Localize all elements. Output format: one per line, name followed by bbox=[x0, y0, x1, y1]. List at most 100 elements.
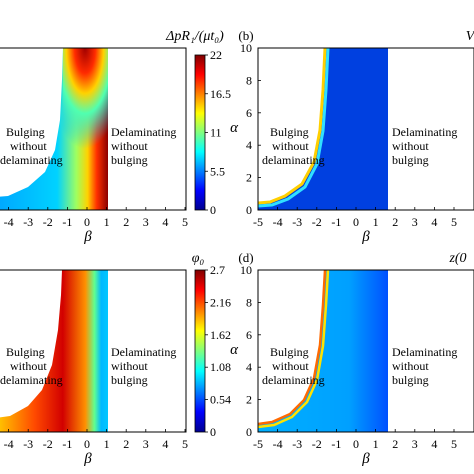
x-tick-label: 0 bbox=[353, 437, 359, 451]
panel-b-label: (b) bbox=[238, 28, 253, 43]
panel-c-region-without2: without bbox=[111, 359, 148, 373]
panel-a-heatmap bbox=[0, 48, 108, 210]
panel-d-region-without2: without bbox=[392, 359, 429, 373]
panel-d-label: (d) bbox=[238, 250, 253, 265]
x-tick-label: 2 bbox=[392, 215, 398, 229]
panel-b-colorbar-title: V bbox=[466, 29, 474, 44]
x-tick-label: 0 bbox=[84, 437, 90, 451]
colorbar-tick-label: 2.16 bbox=[210, 295, 231, 309]
panel-b-edge bbox=[258, 48, 327, 205]
x-tick-label: 1 bbox=[104, 215, 110, 229]
y-tick-label: 2 bbox=[246, 393, 252, 407]
panel-d-region-bulging2: bulging bbox=[392, 373, 429, 387]
x-tick-label: 2 bbox=[392, 437, 398, 451]
panel-b-y-ticks: 0 2 4 6 8 10 bbox=[240, 41, 261, 217]
panel-a-hotspot bbox=[62, 48, 108, 160]
x-tick-label: -4 bbox=[273, 437, 283, 451]
x-tick-label: 5 bbox=[451, 215, 457, 229]
x-tick-label: -1 bbox=[331, 215, 341, 229]
panel-a-x-ticks: -4 -3 -2 -1 0 1 2 3 4 5 bbox=[4, 207, 188, 229]
panel-c-colorbar-title: φ₀ bbox=[192, 251, 205, 266]
panel-b-region-bulging2: bulging bbox=[392, 153, 429, 167]
panel-d-edge bbox=[258, 270, 327, 426]
x-tick-label: 0 bbox=[353, 215, 359, 229]
x-tick-label: -1 bbox=[331, 437, 341, 451]
panel-b-x-ticks: -5 -4 -3 -2 -1 0 1 2 3 4 5 bbox=[253, 207, 457, 229]
panel-c-heatmap bbox=[0, 270, 108, 432]
x-tick-label: 5 bbox=[182, 437, 188, 451]
panel-d-region-delaminating: Delaminating bbox=[392, 345, 457, 359]
panel-b-region-without: without bbox=[272, 139, 309, 153]
x-tick-label: 1 bbox=[373, 437, 379, 451]
colorbar-tick-label: 2.7 bbox=[210, 263, 225, 277]
panel-c-region-bulging2: bulging bbox=[111, 373, 148, 387]
panel-d-colorbar-title: z(0 bbox=[448, 251, 466, 266]
colorbar-tick-label: 16.5 bbox=[210, 87, 231, 101]
x-tick-label: 4 bbox=[431, 437, 437, 451]
panel-c-region-without: without bbox=[10, 359, 47, 373]
panel-c-colorbar-ticks: 2.7 2.16 1.62 1.08 0.54 0 bbox=[205, 263, 231, 439]
x-tick-label: -5 bbox=[253, 215, 263, 229]
panel-d-xlabel: β bbox=[361, 451, 370, 467]
panel-b-edge-inner bbox=[258, 48, 330, 208]
panel-b-heatmap bbox=[258, 48, 388, 210]
colorbar-tick-label: 1.62 bbox=[210, 328, 231, 342]
panel-b-region-bulging: Bulging bbox=[270, 125, 309, 139]
panel-c-xlabel: β bbox=[83, 451, 92, 467]
panel-d-region-bulging: Bulging bbox=[270, 345, 309, 359]
colorbar-tick-label: 5.5 bbox=[210, 164, 225, 178]
y-tick-label: 4 bbox=[246, 138, 252, 152]
panel-b-region-without2: without bbox=[392, 139, 429, 153]
x-tick-label: -2 bbox=[43, 437, 53, 451]
panel-c-region-bulging: Bulging bbox=[6, 345, 45, 359]
x-tick-label: 5 bbox=[451, 437, 457, 451]
panel-d-region-delam: delaminating bbox=[262, 373, 325, 387]
panel-c: Bulging without delaminating Delaminatin… bbox=[0, 250, 254, 467]
panel-a-xlabel: β bbox=[83, 229, 92, 245]
x-tick-label: 3 bbox=[143, 215, 149, 229]
x-tick-label: -4 bbox=[4, 437, 14, 451]
y-tick-label: 8 bbox=[246, 295, 252, 309]
panel-c-colorbar bbox=[194, 269, 206, 433]
x-tick-label: 1 bbox=[104, 437, 110, 451]
panel-b-region-delam: delaminating bbox=[262, 153, 325, 167]
y-tick-label: 2 bbox=[246, 171, 252, 185]
x-tick-label: 4 bbox=[431, 215, 437, 229]
panel-b-region-delaminating: Delaminating bbox=[392, 125, 457, 139]
panel-d-frame bbox=[257, 269, 474, 433]
panel-c-x-ticks: -4 -3 -2 -1 0 1 2 3 4 5 bbox=[4, 429, 188, 451]
x-tick-label: 1 bbox=[373, 215, 379, 229]
y-tick-label: 6 bbox=[246, 106, 252, 120]
y-tick-label: 8 bbox=[246, 73, 252, 87]
panel-a-region-delaminating: Delaminating bbox=[111, 125, 176, 139]
panel-d-region-without: without bbox=[272, 359, 309, 373]
x-tick-label: -3 bbox=[292, 215, 302, 229]
y-tick-label: 6 bbox=[246, 328, 252, 342]
colorbar-tick-label: 0 bbox=[210, 425, 216, 439]
panel-c-region-delam: delaminating bbox=[0, 373, 63, 387]
colorbar-tick-label: 22 bbox=[210, 48, 222, 62]
x-tick-label: 4 bbox=[162, 437, 168, 451]
panel-a-region-bulging: Bulging bbox=[6, 125, 45, 139]
panel-b-ylabel: α bbox=[230, 120, 239, 136]
y-tick-label: 10 bbox=[240, 41, 252, 55]
x-tick-label: -3 bbox=[23, 215, 33, 229]
x-tick-label: 4 bbox=[162, 215, 168, 229]
y-tick-label: 0 bbox=[246, 425, 252, 439]
x-tick-label: -1 bbox=[62, 437, 72, 451]
x-tick-label: 0 bbox=[84, 215, 90, 229]
x-tick-label: 2 bbox=[123, 437, 129, 451]
panel-d-ylabel: α bbox=[230, 342, 239, 358]
panel-c-region-delaminating: Delaminating bbox=[111, 345, 176, 359]
x-tick-label: -2 bbox=[312, 215, 322, 229]
x-tick-label: 3 bbox=[143, 437, 149, 451]
y-tick-label: 4 bbox=[246, 360, 252, 374]
x-tick-label: -2 bbox=[43, 215, 53, 229]
y-tick-label: 0 bbox=[246, 203, 252, 217]
panel-a-colorbar-ticks: 22 16.5 11 5.5 0 bbox=[205, 48, 231, 217]
panel-a-region-bulging2: bulging bbox=[111, 153, 148, 167]
x-tick-label: 5 bbox=[182, 215, 188, 229]
panel-b-xlabel: β bbox=[361, 229, 370, 245]
y-tick-label: 10 bbox=[240, 263, 252, 277]
